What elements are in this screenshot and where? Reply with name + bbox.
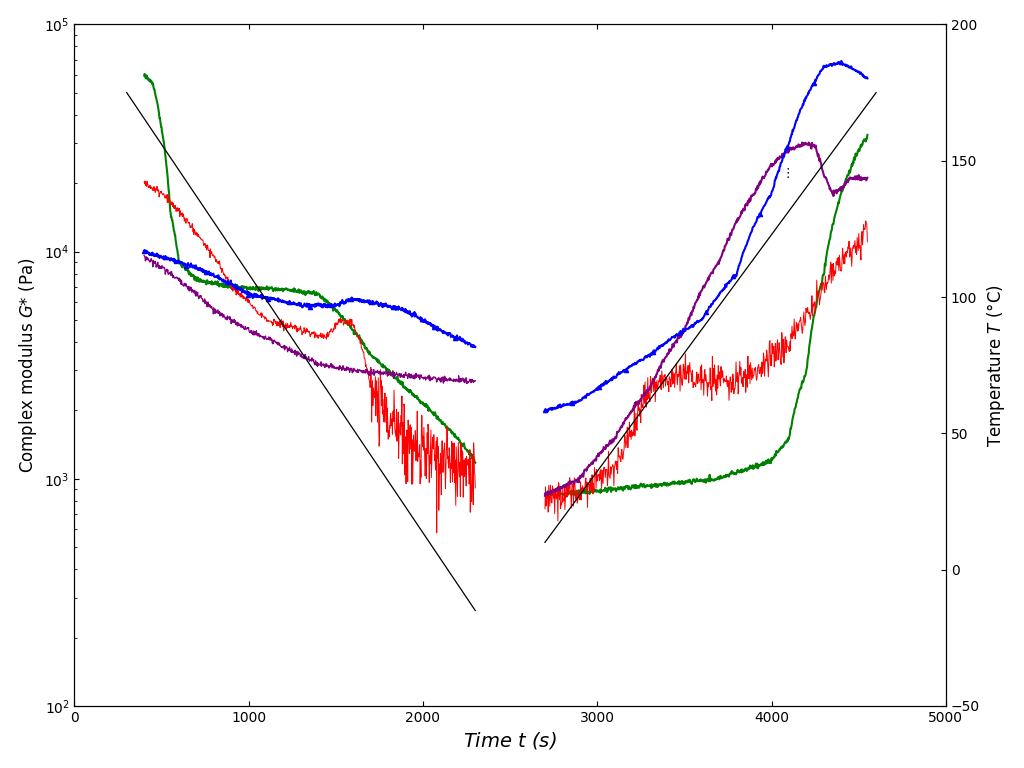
Text: ⋮: ⋮ xyxy=(781,167,794,180)
Y-axis label: Complex modulus $G$* (Pa): Complex modulus $G$* (Pa) xyxy=(16,257,39,473)
X-axis label: Time $t$ (s): Time $t$ (s) xyxy=(463,730,557,751)
Y-axis label: Temperature $T$ (°C): Temperature $T$ (°C) xyxy=(985,284,1008,446)
